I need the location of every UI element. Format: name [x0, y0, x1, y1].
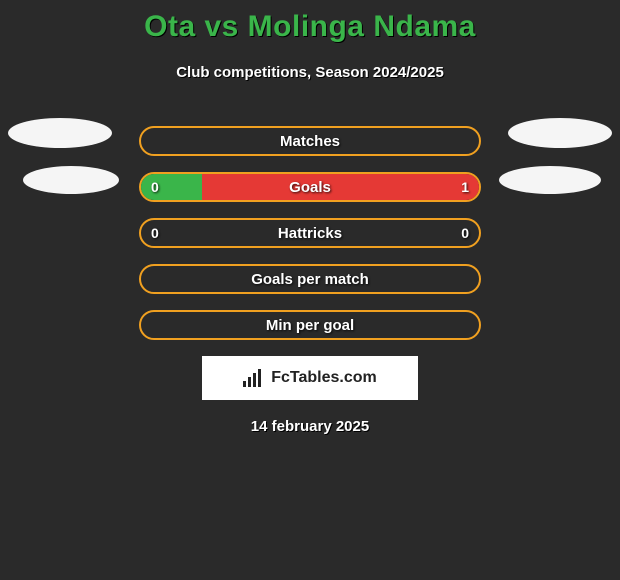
- bar-label: Goals: [141, 174, 479, 200]
- barchart-icon: [243, 369, 265, 387]
- avatar-right-primary: [508, 118, 612, 148]
- bar-row: Hattricks0 0: [139, 218, 481, 248]
- bar-row: Goals per match: [139, 264, 481, 294]
- bar-label: Goals per match: [141, 266, 479, 292]
- brand-badge: FcTables.com: [202, 356, 418, 400]
- bar-row: Matches: [139, 126, 481, 156]
- bar-value-right: 0: [451, 220, 479, 246]
- avatar-right-secondary: [499, 166, 601, 194]
- bar-value-right: 1: [451, 174, 479, 200]
- page-title: Ota vs Molinga Ndama: [0, 0, 620, 44]
- avatar-left-primary: [8, 118, 112, 148]
- bar-value-left: 0: [141, 220, 169, 246]
- bar-label: Matches: [141, 128, 479, 154]
- bar-value-left: 0: [141, 174, 169, 200]
- avatar-left-secondary: [23, 166, 119, 194]
- bar-label: Min per goal: [141, 312, 479, 338]
- brand-text: FcTables.com: [271, 369, 377, 387]
- bar-row: Goals0 1: [139, 172, 481, 202]
- bar-label: Hattricks: [141, 220, 479, 246]
- footer-date: 14 february 2025: [0, 418, 620, 435]
- bar-list: MatchesGoals01Hattricks00Goals per match…: [139, 126, 481, 340]
- bar-row: Min per goal: [139, 310, 481, 340]
- comparison-chart: MatchesGoals01Hattricks00Goals per match…: [0, 126, 620, 340]
- page-subtitle: Club competitions, Season 2024/2025: [0, 64, 620, 81]
